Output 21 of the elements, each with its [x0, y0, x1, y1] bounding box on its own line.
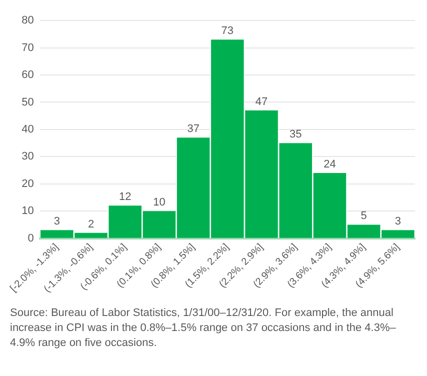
- data-label: 3: [394, 216, 402, 228]
- y-tick-label: 50: [22, 96, 34, 108]
- data-label: 12: [118, 191, 132, 204]
- data-label: 3: [54, 216, 60, 228]
- y-tick-label: 0: [28, 232, 34, 244]
- y-tick-label: 20: [22, 178, 34, 190]
- data-label: 47: [255, 96, 268, 108]
- y-tick-label: 70: [22, 42, 34, 54]
- data-label: 2: [88, 218, 94, 230]
- source-note: Source: Bureau of Labor Statistics, 1/31/00–12/31/20. For example, the annual increase in CPI was in the 0.8%–1.5% range on 37 occasions and in the 4.3%–4.9% range on five occasions.: [9, 306, 397, 351]
- data-label: 5: [360, 210, 367, 222]
- y-tick-label: 30: [22, 150, 34, 163]
- data-label: 35: [290, 128, 302, 141]
- data-label: 24: [324, 158, 336, 171]
- data-label: 10: [153, 196, 166, 209]
- data-label: 73: [221, 25, 234, 38]
- y-tick-label: 10: [22, 205, 34, 218]
- y-tick-label: 60: [22, 69, 34, 82]
- y-tick-label: 40: [22, 123, 34, 136]
- y-tick-label: 80: [22, 14, 34, 27]
- data-label: 37: [187, 123, 200, 136]
